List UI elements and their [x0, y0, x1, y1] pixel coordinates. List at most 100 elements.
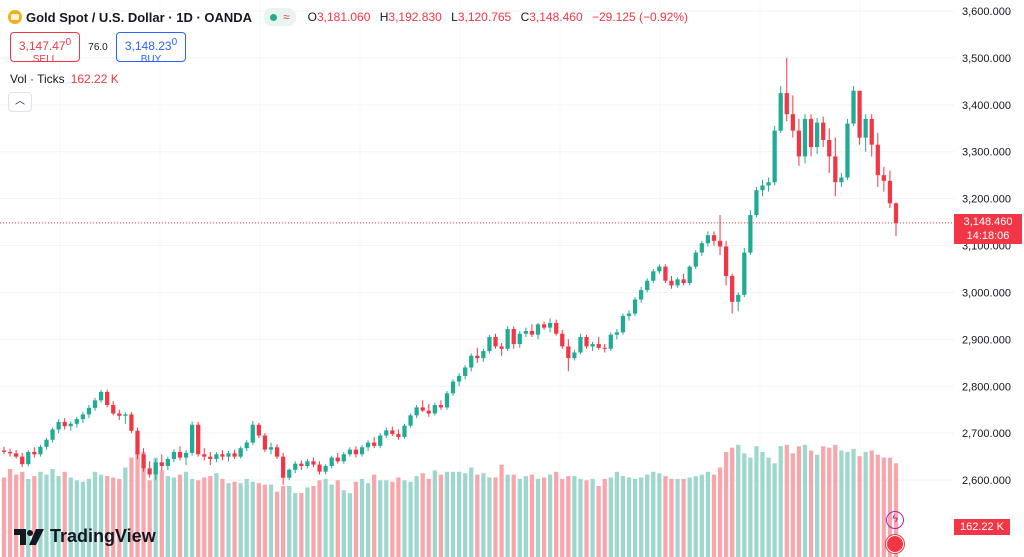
candle-body [493, 337, 498, 347]
volume-bar [287, 486, 292, 557]
volume-bar [147, 480, 152, 557]
candle-body [881, 175, 886, 181]
candle-body [341, 454, 346, 462]
volume-bar [699, 474, 704, 557]
candle-body [669, 280, 674, 286]
volume-bar [44, 474, 49, 557]
volume-bar [384, 480, 389, 557]
volume-bar [626, 477, 632, 557]
trade-panel: 3,147.470 SELL 76.0 3,148.230 BUY [10, 32, 186, 65]
volume-bar [250, 481, 255, 557]
candle-body [359, 447, 365, 455]
candle-body [220, 454, 225, 457]
volume-bar [305, 487, 310, 557]
candle-body [408, 415, 413, 426]
volume-bar [529, 474, 535, 557]
volume-bar [165, 476, 170, 557]
candle-body [105, 391, 110, 406]
volume-bar [535, 478, 541, 557]
candle-body [699, 243, 704, 253]
market-status[interactable]: ≈ [264, 8, 296, 26]
symbol-title[interactable]: Gold Spot / U.S. Dollar · 1D · OANDA [26, 9, 253, 25]
candle-body [293, 463, 298, 470]
volume-bar [766, 457, 771, 557]
volume-bar [827, 447, 832, 557]
volume-bar [220, 478, 225, 557]
volume-legend[interactable]: Vol · Ticks 162.22 K [10, 72, 119, 86]
sell-button[interactable]: 3,147.470 SELL [10, 32, 80, 65]
volume-bar [117, 478, 122, 557]
candle-body [657, 266, 662, 272]
tradingview-mark-icon [14, 528, 44, 545]
volume-bar [839, 450, 844, 557]
buy-button[interactable]: 3,148.230 BUY [116, 32, 186, 65]
volume-bar [893, 463, 899, 557]
candle-body [7, 451, 13, 454]
volume-bar [438, 474, 444, 557]
volume-bar [378, 480, 383, 557]
y-tick-label: 3,200.000 [962, 194, 1011, 206]
candle-body [378, 435, 383, 446]
us-flag-icon[interactable] [886, 535, 904, 553]
candle-body [602, 347, 607, 349]
candle-body [632, 299, 638, 314]
volume-bar [202, 477, 207, 557]
volume-bar [189, 478, 195, 557]
wave-icon: ≈ [283, 10, 290, 24]
volume-bar [372, 474, 377, 557]
candle-body [456, 375, 462, 382]
candle-body [608, 334, 613, 349]
candle-body [693, 252, 698, 267]
chevron-up-icon: ︿ [15, 96, 25, 107]
volume-bar [845, 451, 850, 557]
volume-bar [645, 474, 650, 557]
volume-bar [426, 478, 431, 557]
y-tick-label: 3,400.000 [962, 100, 1011, 112]
volume-bar [390, 481, 395, 557]
chart-grid [0, 10, 954, 481]
candle-body [620, 315, 626, 333]
volume-bar [687, 477, 692, 557]
low-value: 3,120.765 [457, 10, 512, 24]
volume-bar [111, 477, 116, 557]
change-value: −29.125 (−0.92%) [591, 10, 689, 24]
volume-bar [875, 454, 880, 557]
candle-body [414, 407, 419, 416]
volume-bar [7, 468, 13, 557]
candle-body [869, 118, 874, 145]
volume-bar [262, 484, 268, 557]
candle-body [614, 332, 619, 335]
candle-body [851, 90, 856, 124]
volume-bar [802, 444, 808, 557]
volume-bar [681, 478, 686, 557]
candle-body [287, 469, 292, 478]
collapse-legend-button[interactable]: ︿ [8, 92, 32, 112]
volume-bar [135, 453, 140, 557]
tradingview-logo[interactable]: TradingView [14, 526, 156, 547]
candle-body [463, 367, 468, 376]
volume-bar [299, 493, 304, 557]
candle-body [171, 451, 177, 459]
candle-body [717, 240, 723, 247]
price-axis: 2,600.000 2,700.000 2,800.000 2,900.000 3,00… [962, 6, 1011, 487]
volume-bar [32, 476, 37, 557]
volume-bar [578, 478, 583, 557]
volume-bar [760, 451, 765, 557]
volume-bar [736, 444, 741, 557]
candle-body [481, 351, 486, 359]
candle-body [274, 447, 280, 457]
volume-bar [177, 474, 183, 557]
candle-body [32, 451, 37, 455]
volume-bar [311, 486, 316, 557]
volume-bar [20, 471, 25, 557]
candle-body [778, 93, 783, 131]
candle-body [202, 454, 207, 457]
candle-body [214, 454, 219, 459]
volume-bar [365, 483, 371, 557]
lightning-icon[interactable]: ϟ [886, 511, 904, 529]
candle-body [790, 114, 795, 131]
candle-body [723, 246, 729, 277]
volume-bar [523, 476, 528, 557]
volume-bar [590, 478, 595, 557]
